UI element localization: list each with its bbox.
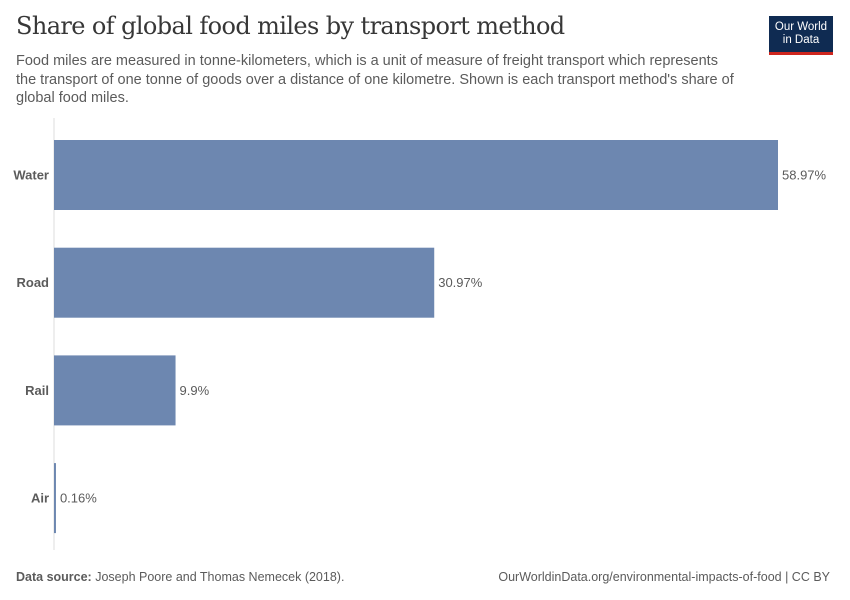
category-label: Rail (25, 383, 49, 398)
bar-rail[interactable] (54, 355, 176, 426)
source-url-link[interactable]: OurWorldinData.org/environmental-impacts… (498, 570, 830, 584)
category-label: Water (13, 168, 49, 183)
chart-title: Share of global food miles by transport … (16, 12, 565, 40)
data-source: Data source: Joseph Poore and Thomas Nem… (16, 570, 344, 584)
bar-water[interactable] (54, 140, 778, 210)
bar-air[interactable] (54, 463, 56, 534)
logo-line2: in Data (782, 34, 820, 46)
data-label: 58.97% (782, 168, 827, 183)
data-label: 9.9% (180, 383, 210, 398)
owid-logo[interactable]: Our World in Data (769, 16, 833, 55)
source-text: Joseph Poore and Thomas Nemecek (2018). (91, 570, 345, 584)
category-label: Air (31, 491, 49, 506)
bar-road[interactable] (54, 247, 435, 318)
source-label: Data source: (16, 570, 92, 584)
data-label: 0.16% (60, 491, 97, 506)
logo-line1: Our World (774, 21, 828, 33)
chart-subtitle: Food miles are measured in tonne-kilomet… (16, 53, 734, 106)
data-label: 30.97% (438, 275, 483, 290)
category-label: Road (17, 275, 50, 290)
